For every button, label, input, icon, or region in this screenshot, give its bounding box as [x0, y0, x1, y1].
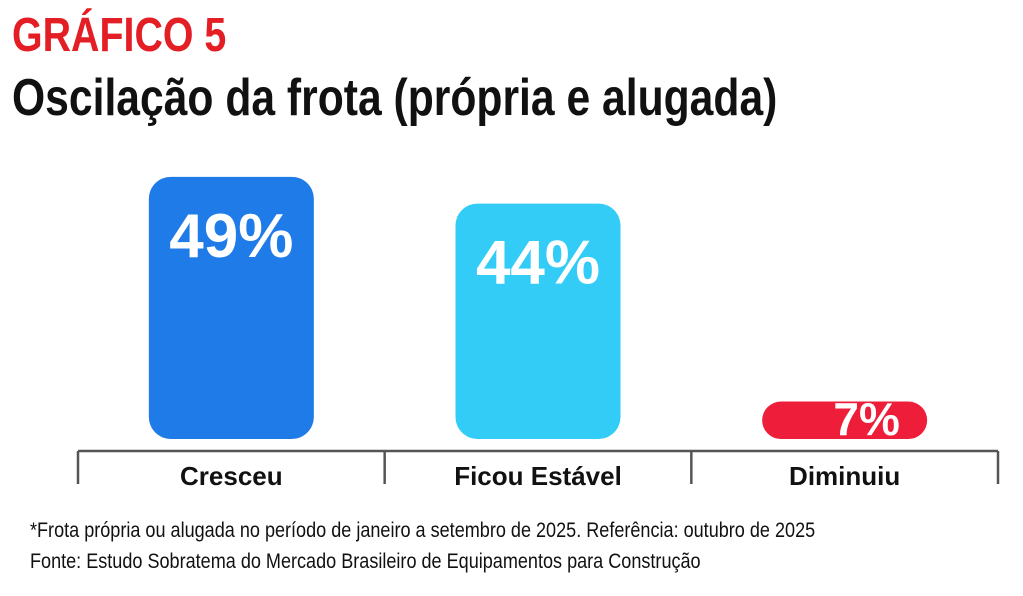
source-note: Fonte: Estudo Sobratema do Mercado Brasi… — [30, 550, 701, 573]
bar — [148, 176, 314, 439]
bar-value-label: 49% — [169, 202, 293, 271]
category-label: Cresceu — [180, 461, 283, 491]
chart-label: GRÁFICO 5 — [12, 9, 227, 62]
category-label: Diminuiu — [789, 461, 900, 491]
chart-title: Oscilação da frota (própria e alugada) — [12, 69, 778, 127]
bar — [455, 203, 621, 439]
bar-value-label: 44% — [476, 229, 600, 298]
bar-value-label: 7% — [833, 393, 899, 445]
footnote: *Frota própria ou alugada no período de … — [30, 519, 816, 542]
category-label: Ficou Estável — [454, 461, 622, 491]
bar — [762, 401, 928, 439]
